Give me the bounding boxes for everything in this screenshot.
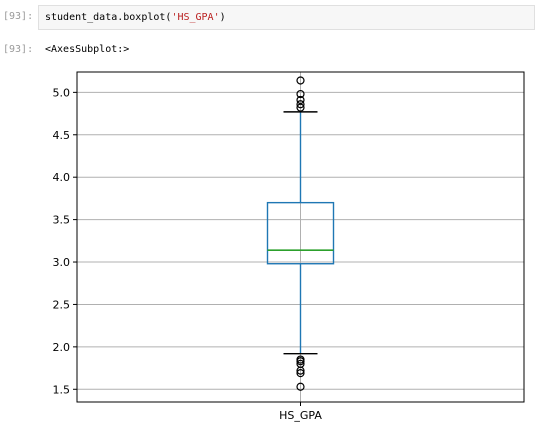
outlier-point	[296, 76, 305, 85]
y-tick-label: 3.0	[53, 256, 71, 269]
outlier-point	[296, 382, 305, 391]
outlier-point	[296, 366, 305, 375]
x-axis-labels: HS_GPA	[279, 402, 322, 422]
output-prompt: [93]:	[3, 44, 34, 55]
y-tick-label: 3.5	[53, 214, 71, 227]
code-cell[interactable]: student_data.boxplot('HS_GPA')	[38, 5, 535, 30]
y-axis-ticks: 1.5 2.0 2.5 3.0 3.5 4.0 4.5 5.0	[53, 86, 77, 396]
code-line[interactable]: student_data.boxplot('HS_GPA')	[45, 12, 226, 23]
axes-frame	[76, 71, 525, 403]
y-tick-label: 4.5	[53, 129, 71, 142]
outlier-point	[296, 103, 305, 112]
y-tick-label: 1.5	[53, 383, 71, 396]
box-group	[266, 76, 335, 391]
y-tick-label: 2.5	[53, 298, 71, 311]
outlier-point	[296, 369, 305, 378]
outlier-point	[296, 357, 305, 366]
code-close-paren: )	[219, 12, 226, 23]
iqr-box	[266, 201, 335, 265]
y-tick-label: 4.0	[53, 171, 71, 184]
y-tick-label: 5.0	[53, 86, 71, 99]
input-prompt: [93]:	[3, 11, 34, 22]
outlier-point	[296, 95, 305, 105]
code-call: student_data.boxplot(	[45, 12, 172, 23]
output-text: <AxesSubplot:>	[45, 44, 130, 55]
boxplot-chart: 1.5 2.0 2.5 3.0 3.5 4.0 4.5 5.0 HS_GPA	[53, 71, 525, 422]
code-string-arg: 'HS_GPA'	[171, 12, 220, 23]
y-tick-label: 2.0	[53, 341, 71, 354]
x-tick-label: HS_GPA	[279, 409, 322, 422]
outlier-point	[296, 100, 305, 109]
outlier-point	[296, 89, 305, 99]
